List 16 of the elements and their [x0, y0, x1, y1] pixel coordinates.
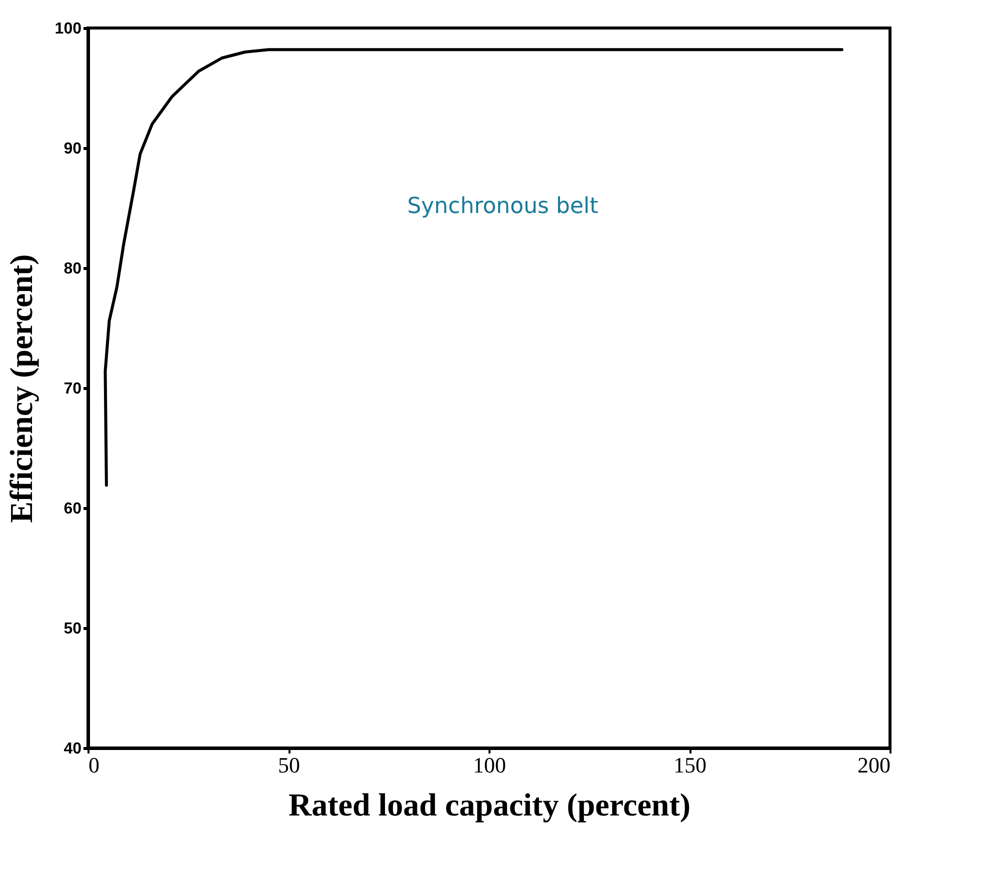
x-tick-label: 0 [88, 752, 100, 778]
x-tick-label: 200 [858, 752, 890, 778]
y-axis-title: Efficiency (percent) [2, 254, 39, 523]
y-tick-label: 50 [64, 620, 82, 638]
x-axis-title: Rated load capacity (percent) [288, 786, 690, 822]
y-tick-label: 100 [54, 20, 82, 38]
y-tick-label: 70 [64, 380, 82, 398]
annotation: Synchronous belt [407, 194, 599, 219]
y-tick-label: 80 [64, 260, 82, 278]
y-tick-label: 60 [64, 500, 82, 518]
line-series [104, 48, 844, 487]
y-tick-label: 40 [64, 740, 82, 758]
x-tick-label: 50 [278, 752, 300, 778]
y-tick-label: 90 [64, 140, 82, 158]
x-tick-label: 150 [674, 752, 706, 778]
x-tick-label: 100 [473, 752, 506, 778]
